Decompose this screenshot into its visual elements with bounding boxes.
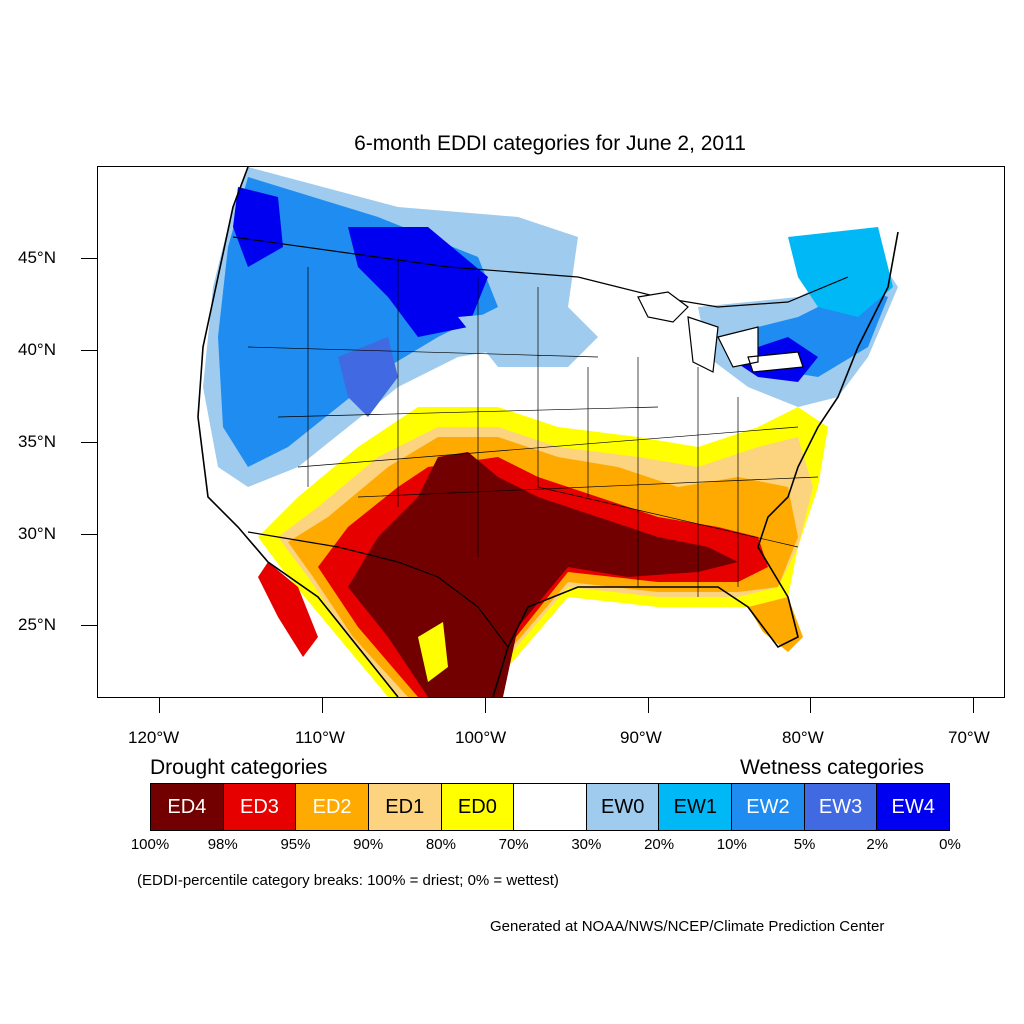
legend-color-bar: ED4 ED3 ED2 ED1 ED0 EW0 EW1 EW2 EW3 EW4 (150, 783, 950, 831)
wet-region-dakotas (458, 307, 598, 367)
legend-percentile-label: 20% (644, 836, 675, 853)
dry-region-mexico-interior (418, 622, 448, 682)
legend-box-ew3: EW3 (804, 784, 878, 830)
lat-label-25: 25°N (18, 615, 56, 634)
lon-label-70: 70°W (948, 728, 990, 747)
legend-box-ed0: ED0 (441, 784, 515, 830)
lat-tick (81, 350, 97, 351)
lat-tick (81, 258, 97, 259)
credit-text: Generated at NOAA/NWS/NCEP/Climate Predi… (490, 918, 885, 935)
legend-box-ed4: ED4 (151, 784, 224, 830)
legend-percentile-label: 80% (425, 836, 456, 853)
legend-wetness-heading: Wetness categories (740, 756, 925, 779)
legend-percentile-label: 100% (130, 836, 170, 853)
legend-box-ed1: ED1 (368, 784, 442, 830)
legend-percentile-label: 0% (939, 836, 961, 853)
great-lakes-outline (637, 291, 804, 373)
wet-region-wa (233, 187, 283, 267)
lon-tick (485, 697, 486, 713)
lat-tick (81, 534, 97, 535)
legend-box-ew4: EW4 (877, 784, 950, 830)
lon-tick (648, 697, 649, 713)
coastline (197, 167, 899, 697)
legend-box-ed2: ED2 (296, 784, 369, 830)
lon-tick (159, 697, 160, 713)
legend-box-ew0: EW0 (586, 784, 660, 830)
legend-box-ew2: EW2 (732, 784, 805, 830)
legend-percentile-label: 70% (498, 836, 529, 853)
legend-box-normal (514, 784, 587, 830)
legend-percentile-label: 98% (207, 836, 238, 853)
lat-tick (81, 625, 97, 626)
wet-region-montana (348, 227, 488, 337)
lat-label-45: 45°N (18, 248, 56, 267)
map-title: 6-month EDDI categories for June 2, 2011 (354, 132, 746, 155)
legend-percentile-label: 5% (793, 836, 816, 853)
wet-region-new-england (788, 227, 893, 317)
lat-label-35: 35°N (18, 432, 56, 451)
lon-tick (973, 697, 974, 713)
legend-percentile-label: 10% (716, 836, 747, 853)
lon-label-100: 100°W (455, 728, 507, 747)
dry-region-ed4 (348, 452, 738, 697)
lon-label-80: 80°W (782, 728, 824, 747)
lon-label-110: 110°W (295, 728, 345, 747)
lat-tick (81, 442, 97, 443)
dry-region-baja (258, 562, 318, 657)
legend-percentile-label: 30% (571, 836, 602, 853)
category-break-note: (EDDI-percentile category breaks: 100% =… (137, 872, 559, 889)
wet-region-idaho (338, 337, 398, 417)
lon-label-90: 90°W (620, 728, 662, 747)
lon-tick (810, 697, 811, 713)
us-mexico-border (247, 531, 509, 648)
map-frame (97, 166, 1005, 698)
lat-label-40: 40°N (18, 340, 56, 359)
legend-percentile-label: 90% (353, 836, 384, 853)
legend-box-ew1: EW1 (659, 784, 733, 830)
lon-label-120: 120°W (128, 728, 180, 747)
lon-tick (322, 697, 323, 713)
legend-box-ed3: ED3 (223, 784, 297, 830)
eddi-map (197, 167, 899, 697)
legend-percentile-label: 95% (280, 836, 311, 853)
legend-percentile-label: 2% (866, 836, 889, 853)
lat-label-30: 30°N (18, 524, 56, 543)
dry-region-florida (748, 597, 803, 652)
legend-drought-heading: Drought categories (150, 756, 328, 779)
state-lines (247, 257, 819, 597)
us-canada-border (232, 236, 849, 308)
